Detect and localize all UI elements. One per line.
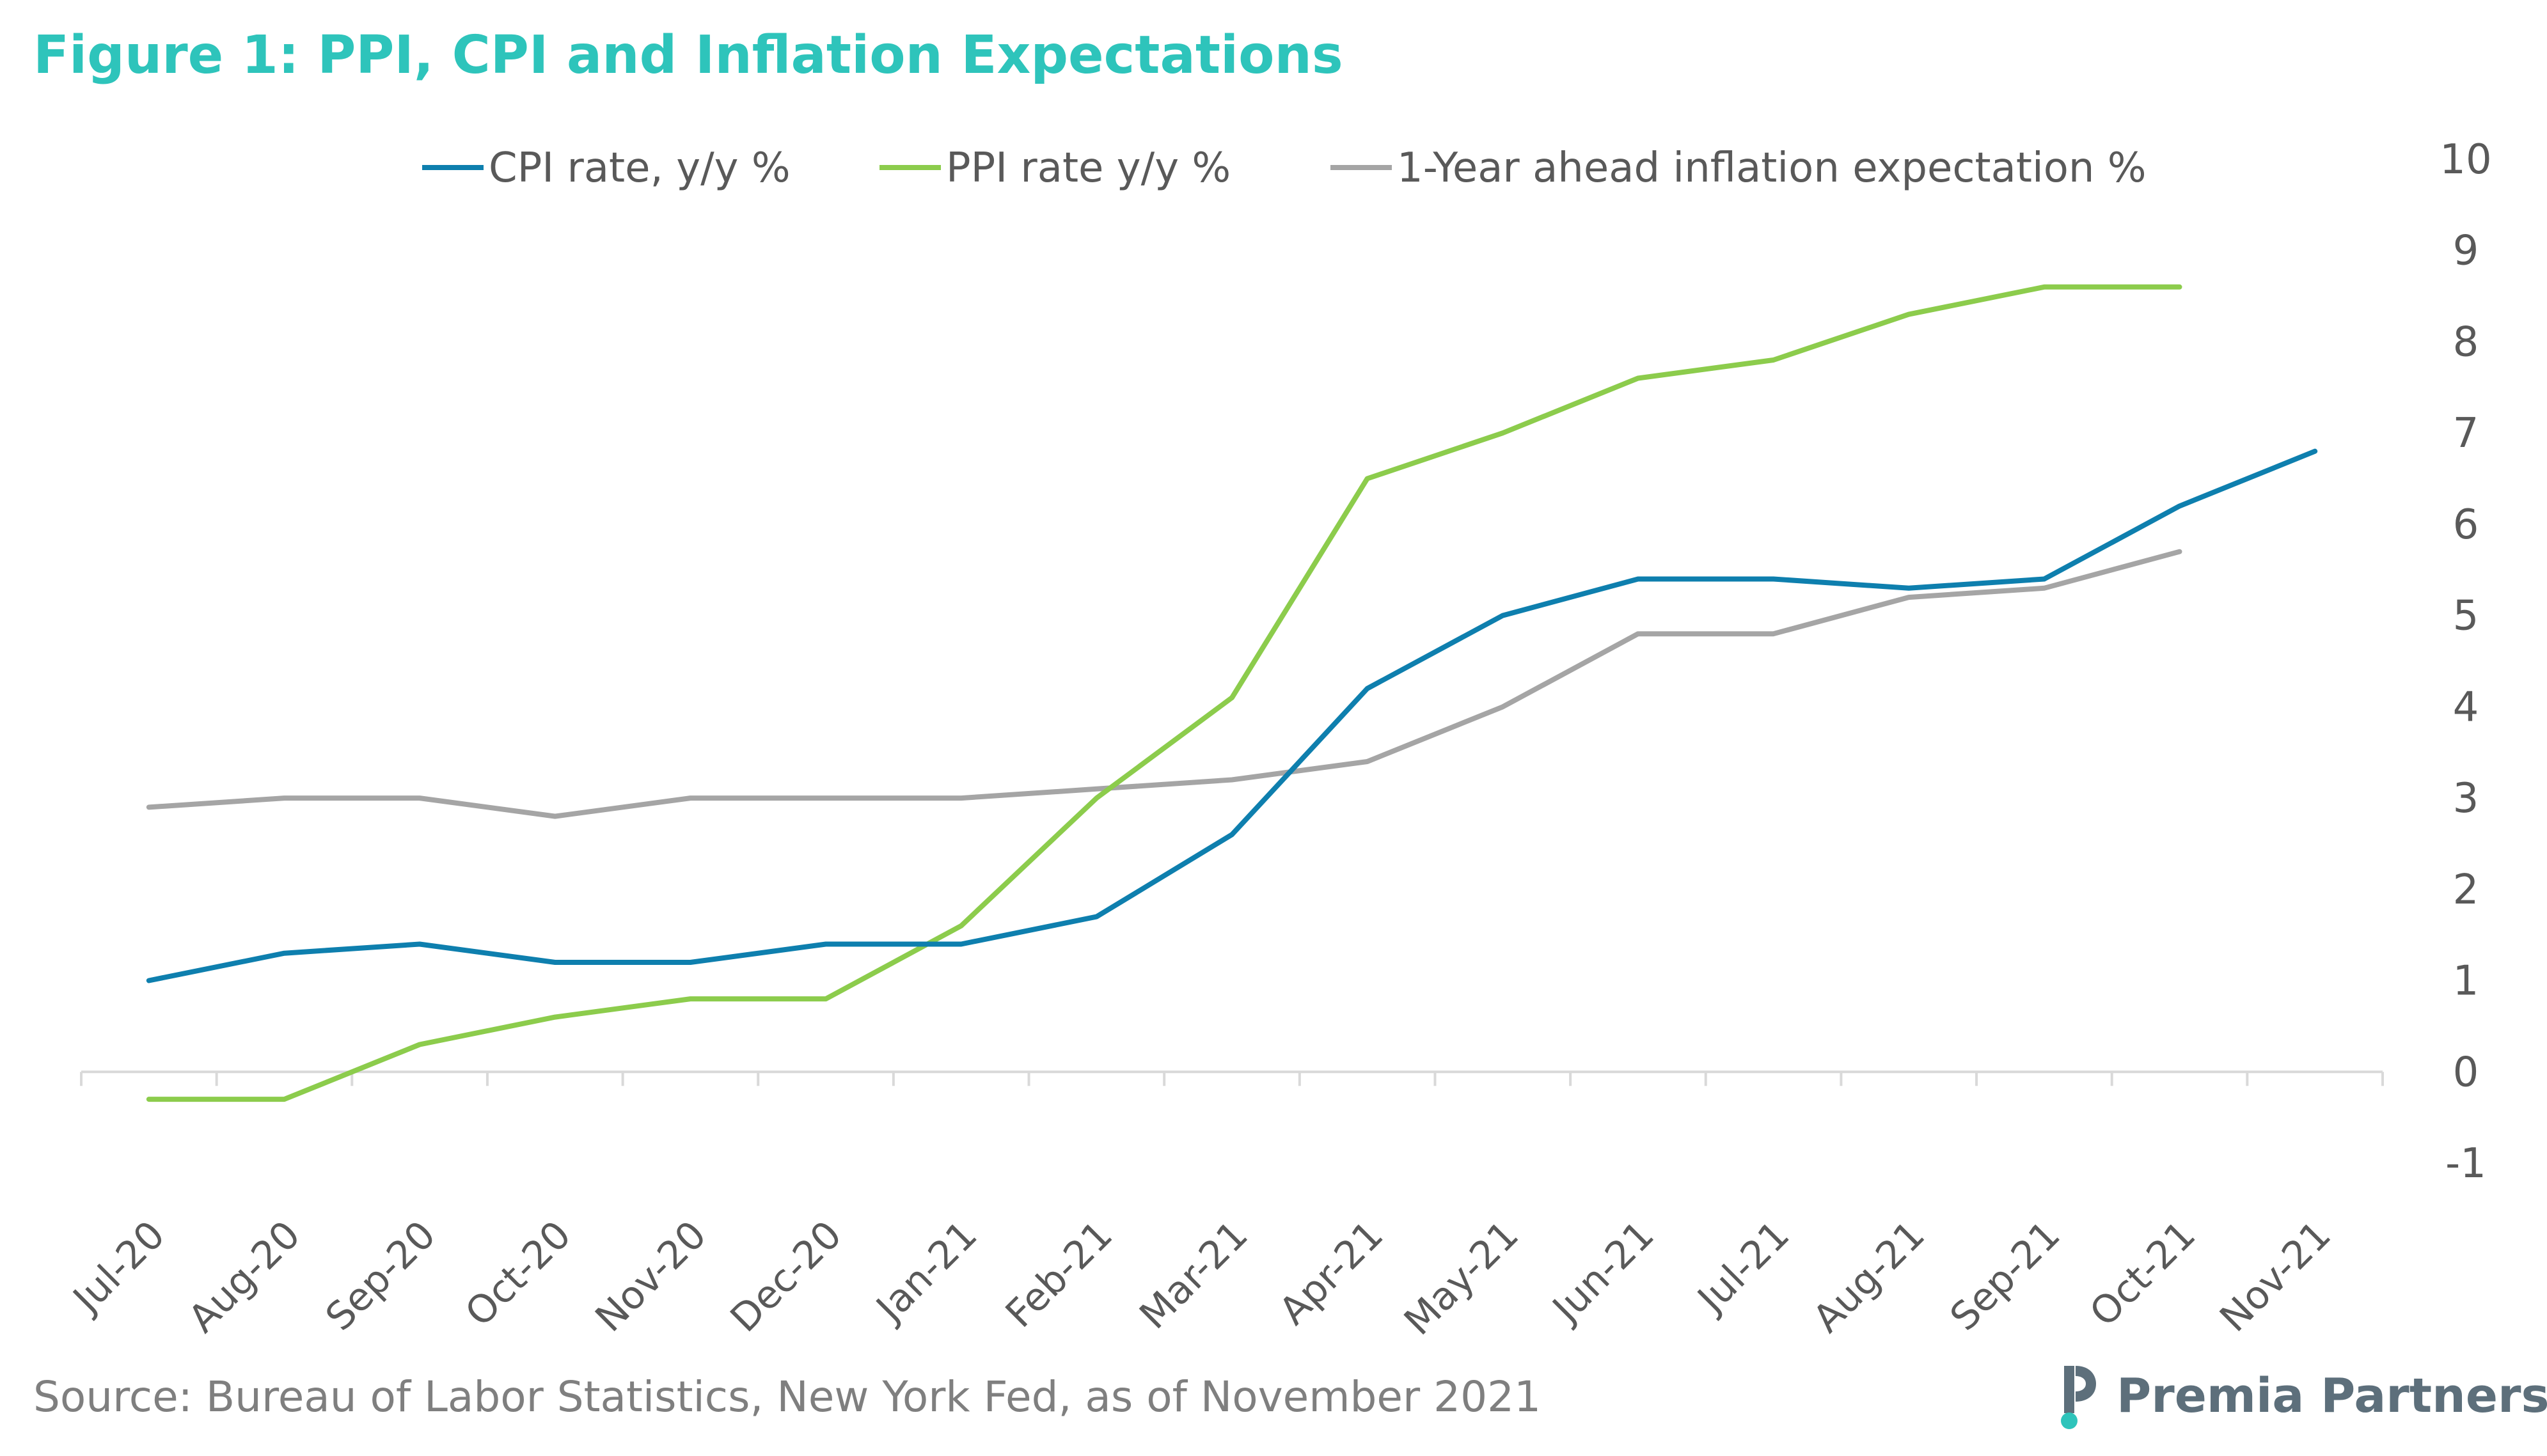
x-tick-label: Apr-21 bbox=[1271, 1212, 1392, 1333]
legend-label: CPI rate, y/y % bbox=[489, 145, 791, 192]
brand-name: Premia Partners bbox=[2117, 1368, 2547, 1423]
x-tick-label: Sep-20 bbox=[317, 1212, 445, 1340]
y-tick-label: 10 bbox=[2440, 136, 2491, 184]
x-tick-label: Aug-20 bbox=[180, 1212, 309, 1342]
y-tick-label: 1 bbox=[2453, 958, 2479, 1005]
y-tick-label: 8 bbox=[2453, 318, 2479, 366]
y-tick-label: -1 bbox=[2445, 1140, 2486, 1187]
x-tick-label: Nov-21 bbox=[2211, 1212, 2339, 1340]
x-tick-label: May-21 bbox=[1396, 1212, 1527, 1344]
source-note: Source: Bureau of Labor Statistics, New … bbox=[33, 1372, 1542, 1421]
x-tick-label: Jul-21 bbox=[1687, 1212, 1798, 1323]
series-line-0 bbox=[146, 448, 2318, 983]
x-tick-label: Oct-20 bbox=[457, 1212, 580, 1335]
x-tick-label: Jul-20 bbox=[63, 1212, 174, 1323]
series-line-2 bbox=[146, 549, 2182, 819]
x-tick-label: Jun-21 bbox=[1543, 1212, 1663, 1333]
chart-legend: CPI rate, y/y % PPI rate y/y % 1-Year ahea… bbox=[422, 145, 2147, 192]
y-tick-label: 5 bbox=[2453, 593, 2479, 640]
legend-label: 1-Year ahead inflation expectation % bbox=[1397, 145, 2147, 192]
series-line-1 bbox=[146, 284, 2182, 1102]
y-tick-label: 9 bbox=[2453, 228, 2479, 275]
legend-label: PPI rate y/y % bbox=[946, 145, 1231, 192]
x-tick-label: Nov-20 bbox=[587, 1212, 715, 1340]
x-tick-label: Dec-20 bbox=[722, 1212, 851, 1341]
y-tick-label: 4 bbox=[2453, 684, 2479, 731]
x-tick-label: Jan-21 bbox=[866, 1212, 986, 1332]
y-tick-label: 6 bbox=[2453, 501, 2479, 549]
y-tick-label: 3 bbox=[2453, 775, 2479, 822]
y-tick-label: 2 bbox=[2453, 866, 2479, 914]
series-lines bbox=[146, 284, 2318, 1102]
chart-title: Figure 1: PPI, CPI and Inflation Expecta… bbox=[33, 25, 1343, 86]
x-tick-label: Sep-21 bbox=[1942, 1212, 2069, 1340]
y-tick-label: 7 bbox=[2453, 410, 2479, 457]
x-tick-label: Mar-21 bbox=[1131, 1212, 1256, 1338]
x-tick-label: Oct-21 bbox=[2081, 1212, 2204, 1335]
brand-logo: Premia Partners bbox=[2050, 1361, 2547, 1431]
y-tick-label: 0 bbox=[2453, 1049, 2479, 1096]
premia-partners-logo-icon bbox=[2061, 1366, 2096, 1429]
x-axis: Jul-20 Aug-20 Sep-20 Oct-20 Nov-20 Dec-20 Jan-… bbox=[63, 1070, 2384, 1344]
x-tick-label: Aug-21 bbox=[1804, 1212, 1934, 1342]
x-tick-label: Feb-21 bbox=[997, 1212, 1121, 1336]
